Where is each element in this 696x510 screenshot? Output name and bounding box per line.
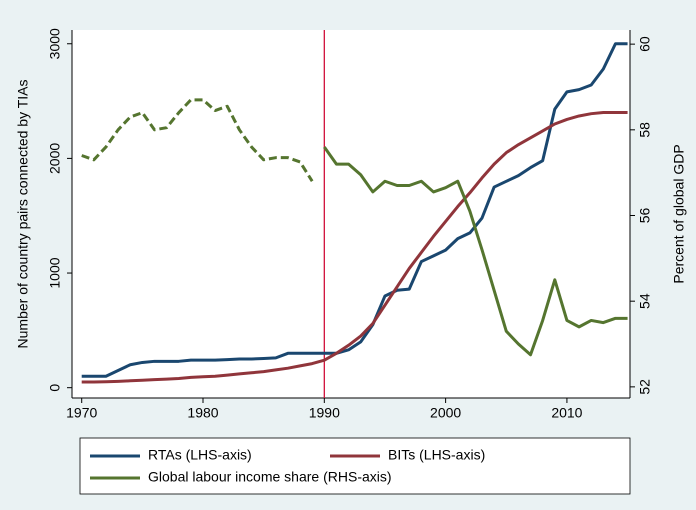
x-tick-label: 1970 (66, 405, 97, 421)
legend-label: RTAs (LHS-axis) (148, 447, 252, 463)
y2-tick-label: 56 (637, 208, 653, 224)
y2-tick-label: 60 (637, 36, 653, 52)
legend-label: BITs (LHS-axis) (388, 447, 485, 463)
y-tick-label: 3000 (47, 28, 63, 59)
x-tick-label: 1980 (187, 405, 218, 421)
y2-axis-title: Percent of global GDP (671, 144, 687, 283)
y2-tick-label: 54 (637, 293, 653, 309)
data-line (323, 146, 628, 357)
x-tick-label: 2000 (430, 405, 461, 421)
data-line (81, 98, 314, 183)
y2-tick-label: 58 (637, 122, 653, 138)
y-axis-title: Number of country pairs connected by TIA… (15, 80, 31, 349)
y2-tick-label: 52 (637, 379, 653, 395)
legend-box (79, 437, 631, 495)
y-tick-label: 0 (47, 384, 63, 392)
y-tick-label: 1000 (47, 257, 63, 288)
x-tick-label: 1990 (309, 405, 340, 421)
legend-label: Global labour income share (RHS-axis) (148, 469, 392, 485)
data-line (81, 42, 628, 378)
x-tick-label: 2010 (551, 405, 582, 421)
y-tick-label: 2000 (47, 143, 63, 174)
data-line (81, 111, 628, 384)
